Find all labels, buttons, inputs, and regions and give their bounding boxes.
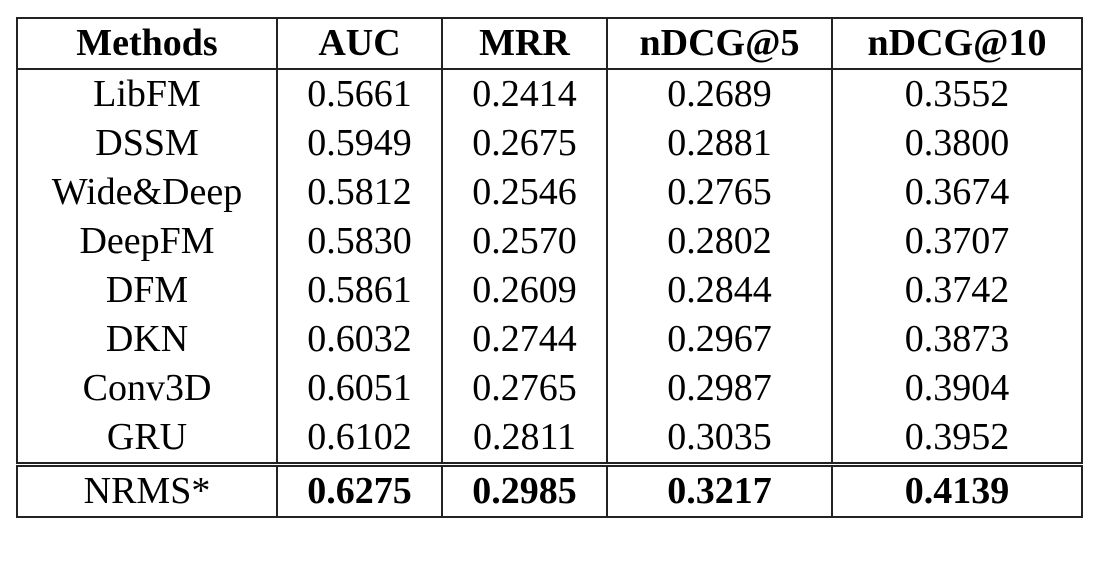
value-cell: 0.2546	[441, 168, 608, 217]
method-cell: NRMS*	[16, 462, 278, 518]
value-cell: 0.5830	[276, 217, 443, 266]
table-row: DKN 0.6032 0.2744 0.2967 0.3873	[16, 315, 1083, 364]
table-row: DeepFM 0.5830 0.2570 0.2802 0.3707	[16, 217, 1083, 266]
table-body: LibFM 0.5661 0.2414 0.2689 0.3552 DSSM 0.5949 0…	[16, 69, 1083, 518]
value-cell: 0.2811	[441, 413, 608, 465]
value-cell: 0.2675	[441, 119, 608, 168]
value-cell: 0.3800	[831, 119, 1083, 168]
table-row: NRMS* 0.6275 0.2985 0.3217 0.4139	[16, 462, 1083, 518]
value-cell: 0.2414	[441, 69, 608, 119]
value-cell: 0.2844	[606, 266, 833, 315]
value-cell: 0.6275	[276, 462, 443, 518]
value-cell: 0.5949	[276, 119, 443, 168]
value-cell: 0.6032	[276, 315, 443, 364]
value-cell: 0.2765	[606, 168, 833, 217]
value-cell: 0.2765	[441, 364, 608, 413]
value-cell: 0.2570	[441, 217, 608, 266]
value-cell: 0.3552	[831, 69, 1083, 119]
table-row: GRU 0.6102 0.2811 0.3035 0.3952	[16, 413, 1083, 465]
results-table: Methods AUC MRR nDCG@5 nDCG@10 LibFM 0.5661 0.…	[16, 17, 1083, 518]
header-row: Methods AUC MRR nDCG@5 nDCG@10	[16, 17, 1083, 70]
value-cell: 0.2881	[606, 119, 833, 168]
value-cell: 0.5661	[276, 69, 443, 119]
table-row: DSSM 0.5949 0.2675 0.2881 0.3800	[16, 119, 1083, 168]
value-cell: 0.3742	[831, 266, 1083, 315]
value-cell: 0.3035	[606, 413, 833, 465]
table-row: DFM 0.5861 0.2609 0.2844 0.3742	[16, 266, 1083, 315]
value-cell: 0.2609	[441, 266, 608, 315]
method-cell: DFM	[16, 266, 278, 315]
value-cell: 0.2744	[441, 315, 608, 364]
value-cell: 0.6102	[276, 413, 443, 465]
method-cell: Conv3D	[16, 364, 278, 413]
method-cell: DeepFM	[16, 217, 278, 266]
value-cell: 0.2985	[441, 462, 608, 518]
value-cell: 0.5861	[276, 266, 443, 315]
header-cell: MRR	[441, 17, 608, 70]
header-cell: Methods	[16, 17, 278, 70]
value-cell: 0.3217	[606, 462, 833, 518]
value-cell: 0.3707	[831, 217, 1083, 266]
table-row: Conv3D 0.6051 0.2765 0.2987 0.3904	[16, 364, 1083, 413]
header-cell: AUC	[276, 17, 443, 70]
table-row: LibFM 0.5661 0.2414 0.2689 0.3552	[16, 69, 1083, 119]
table-header: Methods AUC MRR nDCG@5 nDCG@10	[16, 17, 1083, 70]
value-cell: 0.3873	[831, 315, 1083, 364]
method-cell: DSSM	[16, 119, 278, 168]
value-cell: 0.3904	[831, 364, 1083, 413]
value-cell: 0.3952	[831, 413, 1083, 465]
value-cell: 0.4139	[831, 462, 1083, 518]
method-cell: LibFM	[16, 69, 278, 119]
value-cell: 0.6051	[276, 364, 443, 413]
value-cell: 0.3674	[831, 168, 1083, 217]
value-cell: 0.5812	[276, 168, 443, 217]
method-cell: Wide&Deep	[16, 168, 278, 217]
method-cell: DKN	[16, 315, 278, 364]
table-row: Wide&Deep 0.5812 0.2546 0.2765 0.3674	[16, 168, 1083, 217]
value-cell: 0.2967	[606, 315, 833, 364]
value-cell: 0.2802	[606, 217, 833, 266]
header-cell: nDCG@5	[606, 17, 833, 70]
header-cell: nDCG@10	[831, 17, 1083, 70]
value-cell: 0.2987	[606, 364, 833, 413]
value-cell: 0.2689	[606, 69, 833, 119]
method-cell: GRU	[16, 413, 278, 465]
